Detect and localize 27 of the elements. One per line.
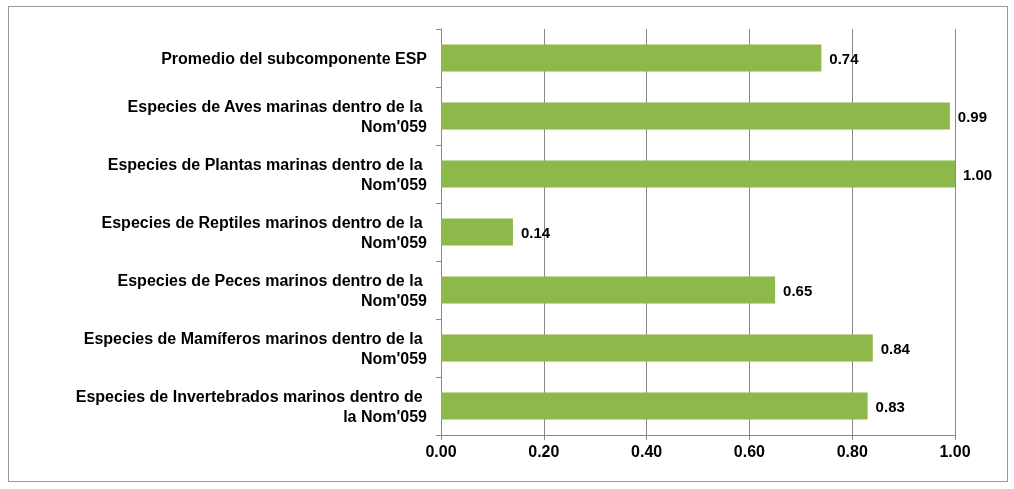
data-label: 1.00 xyxy=(963,165,993,183)
bar xyxy=(441,334,873,362)
y-tick-label: Especies de Invertebrados marinos dentro de la Nom'059 xyxy=(75,387,428,425)
x-tick-label: 0.40 xyxy=(631,442,663,460)
bar xyxy=(441,160,955,188)
bar xyxy=(441,392,868,420)
bar xyxy=(441,44,822,72)
x-tick-label: 0.00 xyxy=(425,442,457,460)
x-tick-label: 1.00 xyxy=(939,442,971,460)
y-tick-label: Especies de Peces marinos dentro de la Nom'059 xyxy=(117,271,428,309)
y-tick-label: Especies de Reptiles marinos dentro de la Nom'059 xyxy=(101,213,428,251)
data-label: 0.84 xyxy=(880,339,911,357)
y-tick-label: Especies de Mamíferos marinos dentro de la Nom'059 xyxy=(83,329,428,367)
x-tick-label: 0.80 xyxy=(836,442,868,460)
data-label: 0.65 xyxy=(783,281,813,299)
data-label: 0.14 xyxy=(520,223,551,241)
data-label: 0.83 xyxy=(875,397,905,415)
bar xyxy=(441,218,513,246)
x-tick-label: 0.20 xyxy=(528,442,560,460)
y-tick-label: Especies de Aves marinas dentro de la Nom'059 xyxy=(127,97,428,135)
data-label: 0.99 xyxy=(957,107,988,125)
y-tick-label: Promedio del subcomponente ESP xyxy=(161,49,428,67)
bar xyxy=(441,276,776,304)
y-tick-label: Especies de Plantas marinas dentro de la Nom'059 xyxy=(107,155,428,193)
bar xyxy=(441,102,950,130)
data-label: 0.74 xyxy=(829,49,860,67)
x-tick-label: 0.60 xyxy=(733,442,766,460)
